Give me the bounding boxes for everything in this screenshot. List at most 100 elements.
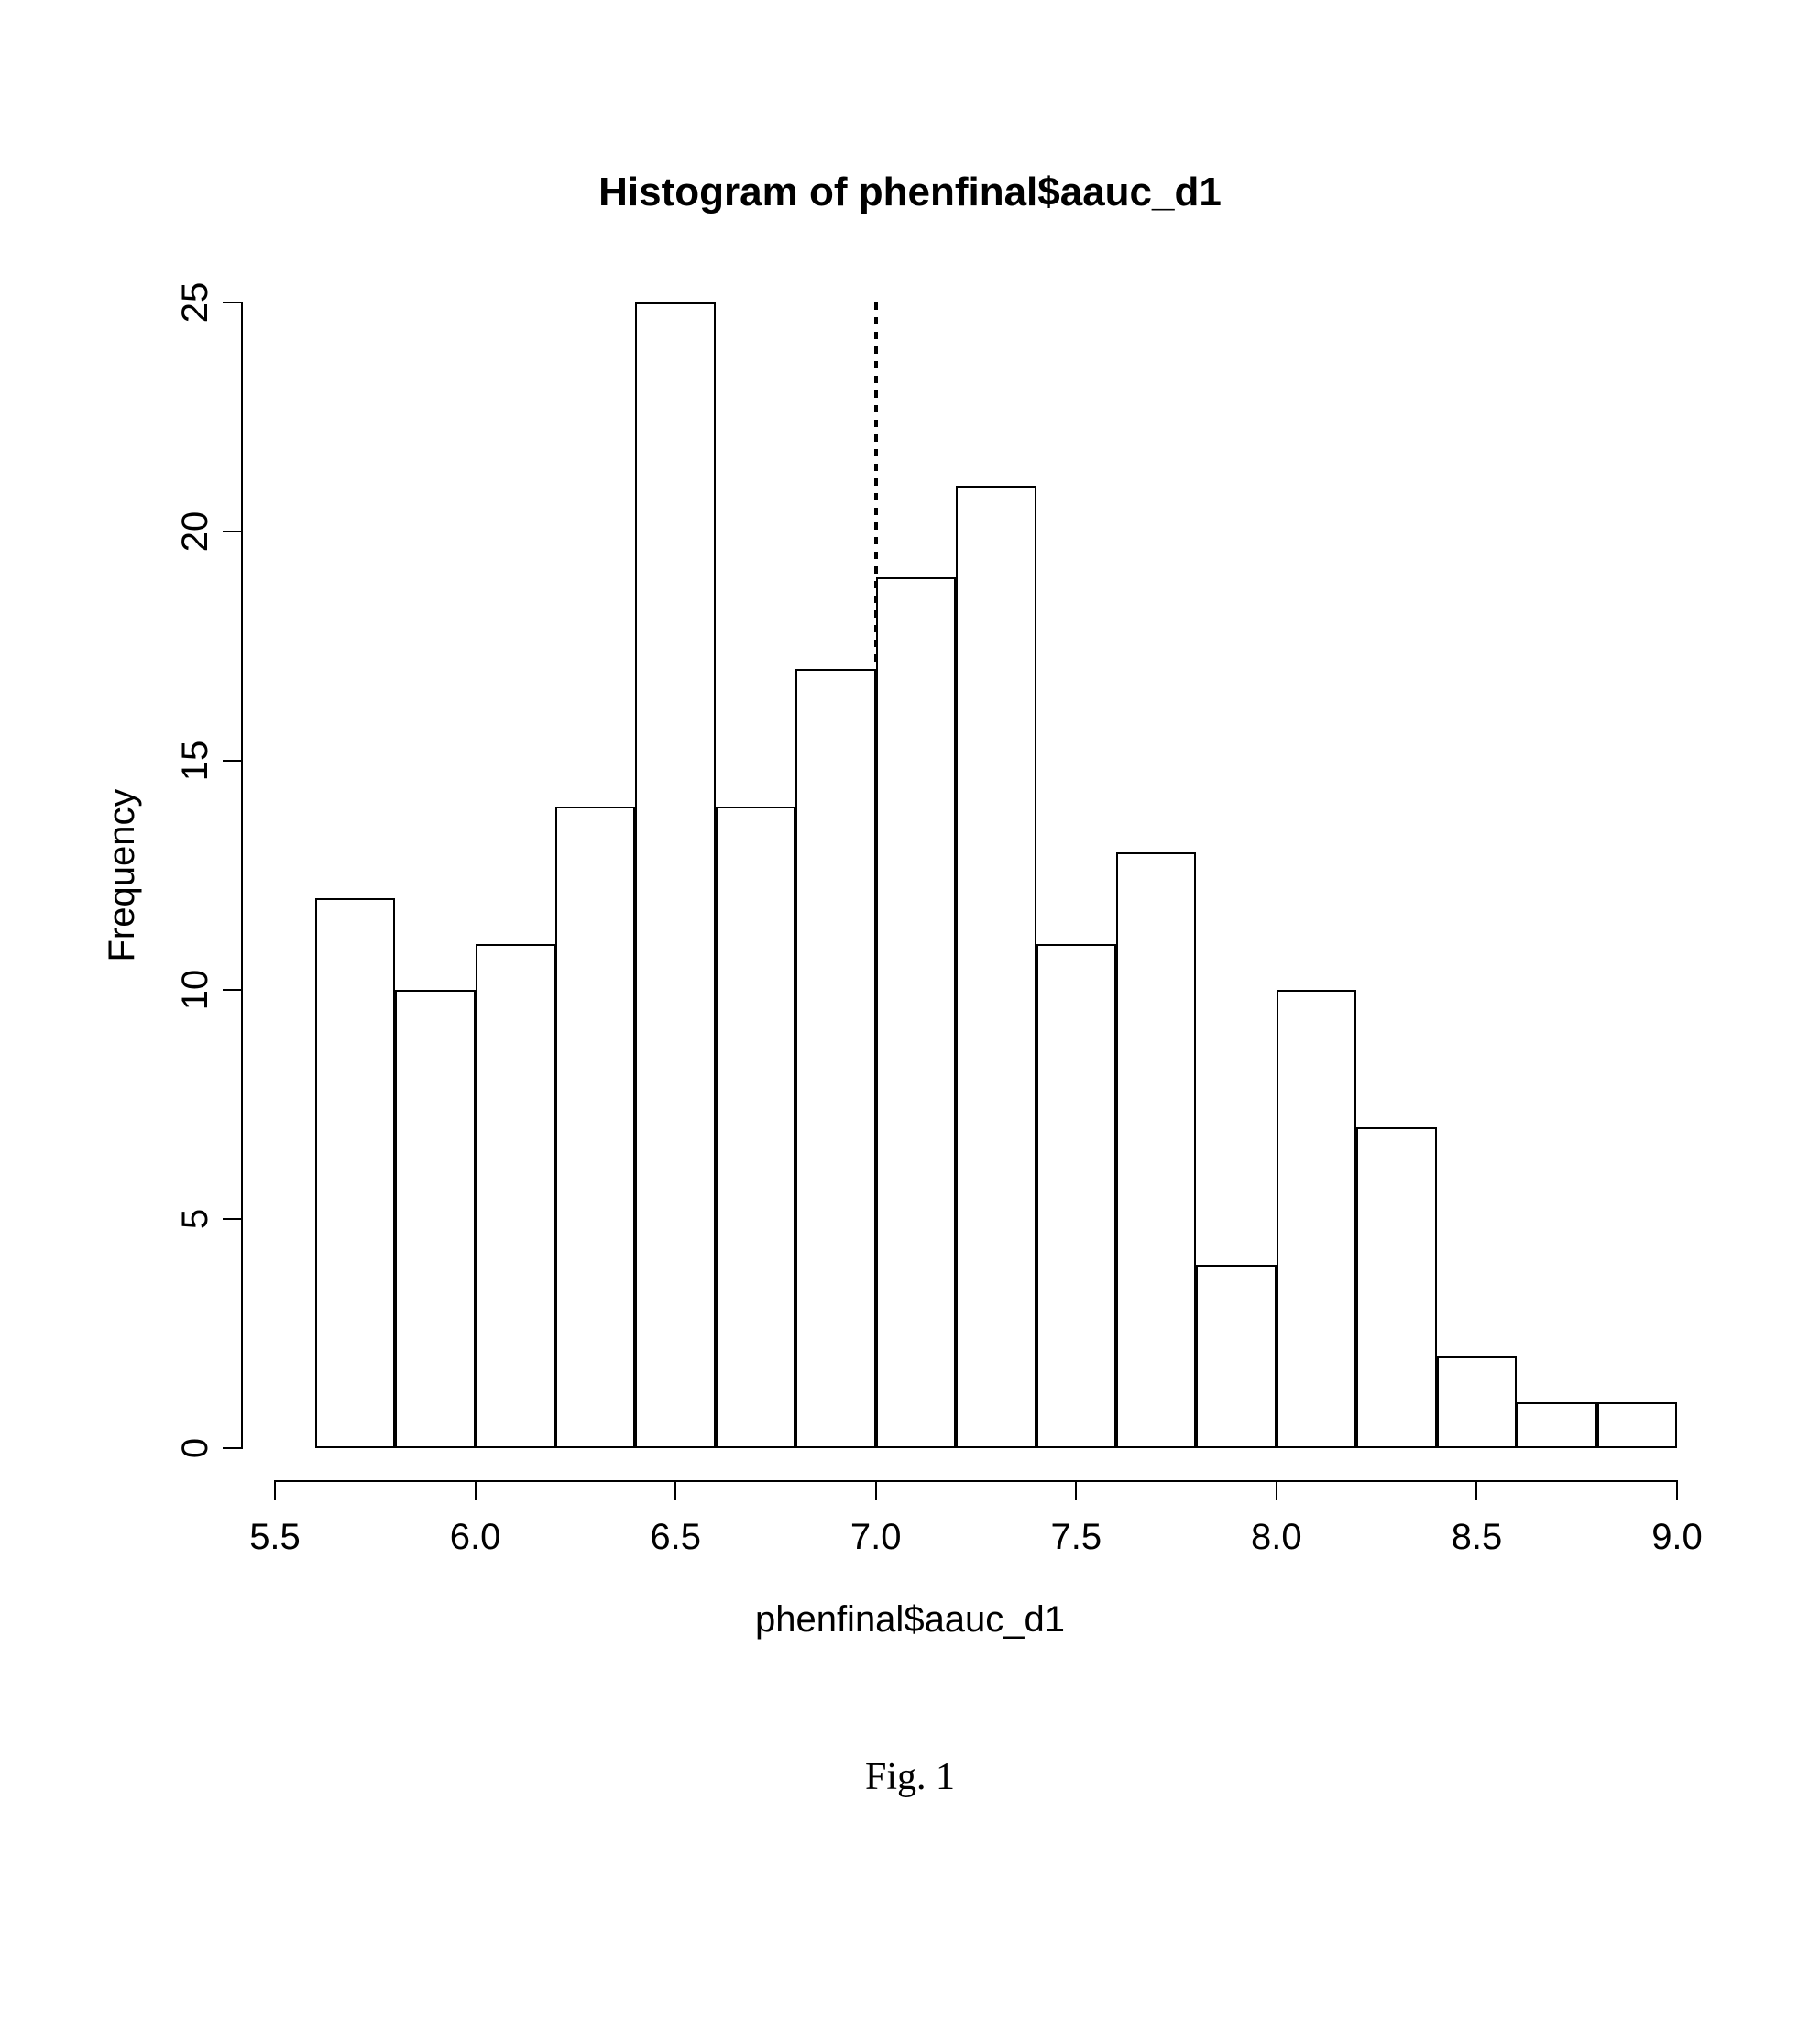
reference-line-dot: [874, 698, 878, 706]
reference-line-dot: [874, 449, 878, 456]
x-tick-label: 8.0: [1222, 1517, 1332, 1558]
x-tick: [475, 1480, 477, 1500]
reference-line-dot: [874, 948, 878, 955]
reference-line-dot: [874, 1402, 878, 1410]
reference-line-dot: [874, 1065, 878, 1072]
reference-line-dot: [874, 801, 878, 808]
x-axis-label: phenfinal$aauc_d1: [0, 1599, 1820, 1641]
y-tick: [223, 302, 243, 303]
reference-line-dot: [874, 772, 878, 779]
reference-line-dot: [874, 434, 878, 442]
reference-line-dot: [874, 1006, 878, 1014]
reference-line-dot: [874, 478, 878, 486]
reference-line-dot: [874, 346, 878, 354]
reference-line-dot: [874, 1285, 878, 1292]
y-tick-label: 25: [174, 257, 216, 348]
reference-line-dot: [874, 522, 878, 530]
histogram-bar: [1437, 1356, 1517, 1448]
reference-line-dot: [874, 1153, 878, 1160]
reference-line-dot: [874, 596, 878, 603]
reference-line-dot: [874, 625, 878, 632]
page: Histogram of phenfinal$aauc_d1 Frequency…: [0, 0, 1820, 2042]
reference-line-dot: [874, 757, 878, 764]
y-tick: [223, 531, 243, 532]
reference-line-dot: [874, 1388, 878, 1395]
reference-line-dot: [874, 508, 878, 515]
reference-line-dot: [874, 332, 878, 339]
reference-line-dot: [874, 1080, 878, 1087]
reference-line-dot: [874, 1344, 878, 1351]
y-axis-label: Frequency: [101, 692, 143, 1059]
reference-line-dot: [874, 728, 878, 735]
reference-line-dot: [874, 1256, 878, 1263]
plot-area: 5.56.06.57.07.58.08.59.00510152025: [275, 302, 1677, 1448]
histogram-bar: [1196, 1265, 1276, 1448]
y-tick-label: 5: [174, 1173, 216, 1265]
histogram-bar: [956, 486, 1036, 1448]
histogram-bar: [1277, 990, 1356, 1448]
reference-line-dot: [874, 860, 878, 867]
y-tick-label: 15: [174, 715, 216, 807]
reference-line-dot: [874, 1373, 878, 1380]
reference-line-dot: [874, 552, 878, 559]
reference-line-dot: [874, 537, 878, 544]
histogram-bar: [395, 990, 475, 1448]
reference-line-dot: [874, 1432, 878, 1439]
reference-line-dot: [874, 1197, 878, 1204]
reference-line-dot: [874, 361, 878, 368]
reference-line-dot: [874, 1212, 878, 1219]
x-tick: [1276, 1480, 1277, 1500]
reference-line-dot: [874, 376, 878, 383]
reference-line-dot: [874, 1270, 878, 1278]
reference-line-dot: [874, 786, 878, 794]
histogram-bar: [1597, 1402, 1677, 1448]
y-tick: [223, 760, 243, 762]
reference-line-dot: [874, 317, 878, 324]
reference-line-dot: [874, 420, 878, 427]
reference-line-dot: [874, 1124, 878, 1131]
x-tick: [274, 1480, 276, 1500]
histogram-bar: [1356, 1127, 1436, 1448]
figure-caption: Fig. 1: [0, 1755, 1820, 1799]
reference-line-dot: [874, 405, 878, 412]
x-tick: [1676, 1480, 1678, 1500]
reference-line-dot: [874, 566, 878, 574]
reference-line-dot: [874, 302, 878, 310]
reference-line-dot: [874, 1138, 878, 1146]
reference-line-dot: [874, 1417, 878, 1424]
x-tick-label: 7.0: [821, 1517, 931, 1558]
reference-line-dot: [874, 1226, 878, 1234]
y-tick: [223, 1447, 243, 1449]
histogram-bar: [555, 807, 635, 1448]
reference-line-dot: [874, 1109, 878, 1116]
reference-line-dot: [874, 640, 878, 647]
x-tick-label: 7.5: [1021, 1517, 1131, 1558]
x-tick-label: 6.0: [421, 1517, 531, 1558]
reference-line-dot: [874, 713, 878, 720]
x-axis-line: [275, 1480, 1677, 1482]
x-tick: [1075, 1480, 1077, 1500]
y-tick-label: 0: [174, 1402, 216, 1494]
histogram-bar: [1116, 852, 1196, 1448]
reference-line-dot: [874, 742, 878, 750]
reference-line-dot: [874, 1036, 878, 1043]
reference-line-dot: [874, 1094, 878, 1102]
x-tick-label: 5.5: [220, 1517, 330, 1558]
x-tick-label: 8.5: [1421, 1517, 1531, 1558]
reference-line-dot: [874, 581, 878, 588]
reference-line-dot: [874, 1300, 878, 1307]
chart-title: Histogram of phenfinal$aauc_d1: [0, 170, 1820, 215]
x-tick: [1475, 1480, 1477, 1500]
reference-line-dot: [874, 1446, 878, 1448]
y-tick: [223, 1218, 243, 1220]
reference-line-dot: [874, 816, 878, 823]
reference-line-dot: [874, 684, 878, 691]
histogram-bar: [876, 577, 956, 1448]
reference-line-dot: [874, 874, 878, 882]
reference-line-dot: [874, 1358, 878, 1366]
y-tick: [223, 989, 243, 991]
reference-line-dot: [874, 1182, 878, 1190]
reference-line-dot: [874, 992, 878, 999]
x-tick: [674, 1480, 676, 1500]
histogram-bar: [1036, 944, 1116, 1448]
